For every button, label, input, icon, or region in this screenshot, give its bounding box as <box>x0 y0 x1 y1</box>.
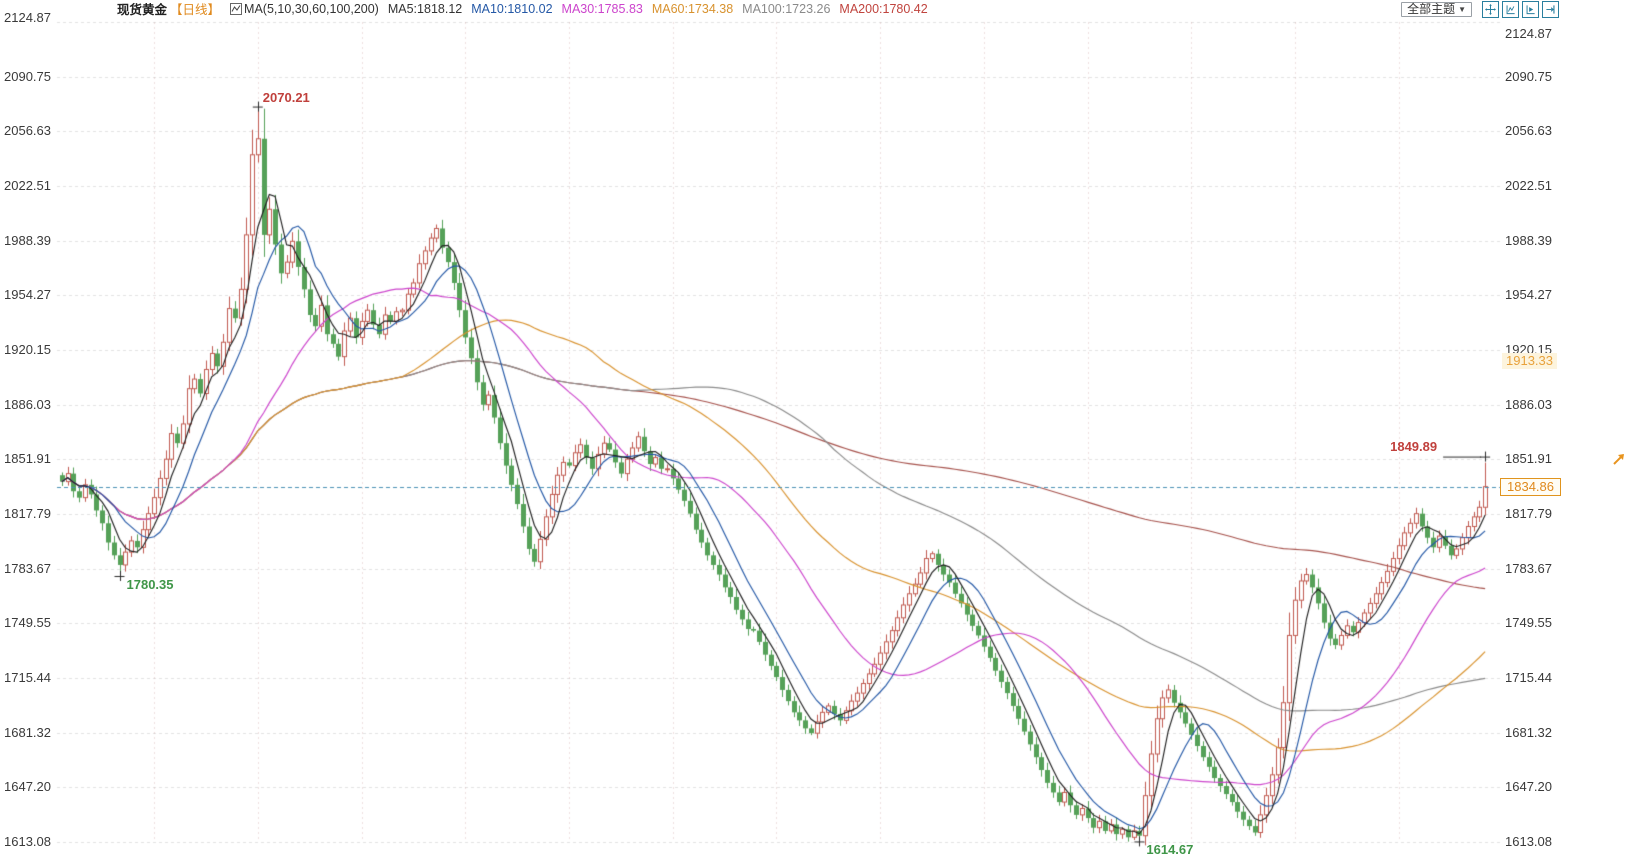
y-axis-tick: 2022.51 <box>1505 178 1552 193</box>
y-axis-tick: 2124.87 <box>1505 26 1552 41</box>
y-axis-tick: 1647.20 <box>1505 779 1552 795</box>
high-price-marker: 2070.21 <box>262 89 310 105</box>
pan-right-icon[interactable] <box>1542 1 1559 18</box>
y-axis-tick: 1954.27 <box>1505 287 1552 303</box>
ma60-value-label: MA60:1734.38 <box>651 1 734 16</box>
theme-selector-button[interactable]: 全部主题 ▼ <box>1401 2 1472 17</box>
y-axis-tick: 1613.08 <box>1505 834 1552 849</box>
ma10-value-label: MA10:1810.02 <box>471 1 553 16</box>
ma100-value-label: MA100:1723.26 <box>742 1 831 16</box>
y-axis-tick: 1851.91 <box>1505 451 1552 467</box>
y-axis-right: 2124.87 2090.75 2056.63 2022.51 1988.39 1954.… <box>1505 0 1625 858</box>
y-axis-tick: 2056.63 <box>1505 123 1552 139</box>
y-axis-tick: 1613.08 <box>4 834 51 849</box>
current-price-tag[interactable]: 1834.86 <box>1500 477 1561 496</box>
early-low-marker: 1780.35 <box>126 576 174 592</box>
pan-crosshair-icon[interactable] <box>1482 1 1499 18</box>
latest-price-arrow-icon[interactable] <box>1612 452 1626 471</box>
y-axis-tick: 1783.67 <box>1505 560 1552 576</box>
ma200-value-label: MA200:1780.42 <box>839 1 928 16</box>
y-axis-tick: 1749.55 <box>1505 615 1552 631</box>
period-label[interactable]: 【日线】 <box>170 3 221 17</box>
y-axis-tick: 1715.44 <box>1505 669 1552 685</box>
low-price-marker: 1614.67 <box>1146 842 1194 858</box>
ma30-value-label: MA30:1785.83 <box>561 1 643 16</box>
dropdown-arrow-icon: ▼ <box>1458 5 1466 14</box>
last-high-marker: 1849.89 <box>1390 438 1438 454</box>
chart-axis-icon[interactable] <box>1502 1 1519 18</box>
y-axis-tick: 1681.32 <box>4 724 51 740</box>
y-axis-tick: 1817.79 <box>1505 506 1552 521</box>
y-axis-tick: 1920.15 <box>4 342 51 357</box>
y-axis-tick: 1988.39 <box>4 232 51 248</box>
y-axis-tick: 1681.32 <box>1505 724 1552 740</box>
y-axis-tick: 1954.27 <box>4 287 51 303</box>
y-axis-tick: 1783.67 <box>4 560 51 576</box>
ma-group-label: MA(5,10,30,60,100,200) <box>244 1 379 16</box>
y-axis-tick: 1851.91 <box>4 451 51 467</box>
y-axis-tick: 2124.87 <box>4 10 51 25</box>
y-axis-tick: 2090.75 <box>4 68 51 84</box>
ma5-value-label: MA5:1818.12 <box>387 1 463 16</box>
y-axis-tick: 1715.44 <box>4 669 51 685</box>
theme-selector-label: 全部主题 <box>1407 2 1456 16</box>
y-axis-tick: 2090.75 <box>1505 68 1552 84</box>
ma-settings-icon[interactable] <box>230 2 243 15</box>
chart-play-icon[interactable] <box>1522 1 1539 18</box>
y-axis-tick: 2056.63 <box>4 123 51 139</box>
instrument-title: 现货黄金 <box>117 3 168 17</box>
highlight-price-label: 1913.33 <box>1502 352 1557 369</box>
y-axis-tick: 1886.03 <box>4 396 51 412</box>
chart-toolbar: 全部主题 ▼ <box>1401 1 1559 18</box>
y-axis-tick: 1749.55 <box>4 615 51 631</box>
y-axis-tick: 1988.39 <box>1505 232 1552 248</box>
y-axis-tick: 1647.20 <box>4 779 51 795</box>
y-axis-tick: 1886.03 <box>1505 396 1552 412</box>
y-axis-tick: 2022.51 <box>4 178 51 193</box>
chart-header: 现货黄金 【日线】 MA(5,10,30,60,100,200) MA5:181… <box>117 0 928 18</box>
y-axis-tick: 1817.79 <box>4 506 51 521</box>
y-axis-left: 2124.87 2090.75 2056.63 2022.51 1988.39 1954.… <box>0 0 55 858</box>
